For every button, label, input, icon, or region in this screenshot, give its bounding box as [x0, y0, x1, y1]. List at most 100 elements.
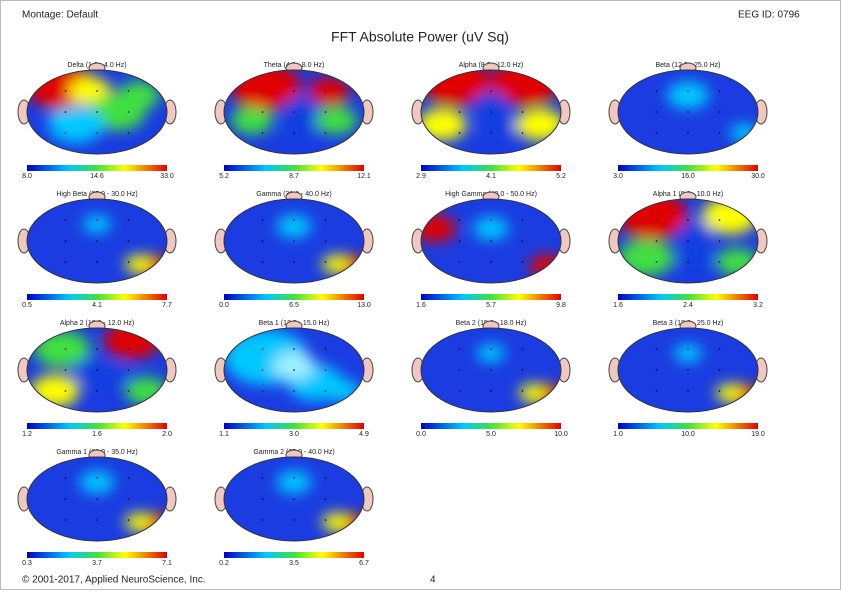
electrode — [96, 498, 98, 500]
colorbar-label: 8.7 — [289, 173, 299, 180]
colorbar — [618, 165, 758, 171]
electrode — [293, 90, 295, 92]
electrode — [96, 219, 98, 221]
electrode — [65, 132, 67, 134]
electrode — [459, 369, 461, 371]
electrode — [262, 111, 264, 113]
colorbar-label: 10.0 — [554, 431, 568, 438]
eeg-id: EEG ID: 0796 — [738, 10, 800, 21]
electrode — [459, 219, 461, 221]
electrode — [325, 519, 327, 521]
electrode — [128, 240, 130, 242]
electrode — [719, 240, 721, 242]
electrode — [459, 90, 461, 92]
electrode — [128, 348, 130, 350]
electrode — [656, 261, 658, 263]
electrode — [293, 132, 295, 134]
electrode — [687, 261, 689, 263]
electrode — [490, 348, 492, 350]
colorbar-label: 3.2 — [753, 302, 763, 309]
electrode — [262, 90, 264, 92]
electrode — [128, 369, 130, 371]
electrode — [687, 348, 689, 350]
electrode — [128, 132, 130, 134]
electrode — [522, 390, 524, 392]
electrode — [459, 111, 461, 113]
electrode — [325, 390, 327, 392]
hot-spot — [273, 352, 315, 380]
electrode — [522, 90, 524, 92]
colorbar-label: 10.0 — [681, 431, 695, 438]
electrode — [522, 369, 524, 371]
page-title: FFT Absolute Power (uV Sq) — [331, 29, 509, 45]
hot-spot — [48, 106, 104, 143]
electrode — [522, 111, 524, 113]
electrode — [262, 348, 264, 350]
electrode — [262, 498, 264, 500]
electrode — [719, 132, 721, 134]
copyright: © 2001-2017, Applied NeuroScience, Inc. — [22, 575, 206, 586]
hot-spot — [80, 471, 115, 494]
hot-spot — [277, 215, 312, 238]
colorbar-label: 0.2 — [219, 560, 229, 567]
electrode — [459, 261, 461, 263]
electrode — [325, 477, 327, 479]
electrode — [522, 132, 524, 134]
electrode — [490, 390, 492, 392]
hot-spot — [284, 117, 319, 140]
electrode — [656, 369, 658, 371]
electrode — [262, 390, 264, 392]
electrode — [656, 90, 658, 92]
colorbar-label: 1.2 — [22, 431, 32, 438]
electrode — [262, 240, 264, 242]
electrode — [65, 90, 67, 92]
electrode — [293, 519, 295, 521]
electrode — [325, 369, 327, 371]
colorbar — [224, 294, 364, 300]
electrode — [490, 369, 492, 371]
electrode — [65, 477, 67, 479]
electrode — [490, 240, 492, 242]
hot-spot — [83, 215, 111, 233]
electrode — [65, 498, 67, 500]
montage: Montage: Default — [22, 10, 98, 21]
electrode — [293, 240, 295, 242]
electrode — [459, 240, 461, 242]
hot-spot — [481, 115, 516, 138]
electrode — [262, 219, 264, 221]
electrode — [65, 261, 67, 263]
electrode — [262, 477, 264, 479]
colorbar — [27, 423, 167, 429]
colorbar-label: 0.0 — [219, 302, 229, 309]
colorbar — [224, 423, 364, 429]
colorbar-label: 1.6 — [92, 431, 102, 438]
colorbar — [421, 165, 561, 171]
colorbar-label: 33.0 — [160, 173, 174, 180]
electrode — [293, 219, 295, 221]
electrode — [522, 261, 524, 263]
colorbar-label: 2.0 — [162, 431, 172, 438]
electrode — [719, 219, 721, 221]
colorbar — [618, 294, 758, 300]
colorbar-label: 5.0 — [486, 431, 496, 438]
electrode — [687, 369, 689, 371]
electrode — [65, 240, 67, 242]
electrode — [687, 111, 689, 113]
hot-spot — [73, 358, 108, 381]
electrode — [459, 132, 461, 134]
colorbar-label: 0.0 — [416, 431, 426, 438]
colorbar-label: 4.9 — [359, 431, 369, 438]
electrode — [128, 477, 130, 479]
colorbar-label: 1.6 — [416, 302, 426, 309]
colorbar — [27, 165, 167, 171]
electrode — [293, 348, 295, 350]
hot-spot — [277, 471, 312, 494]
hot-spot — [667, 81, 709, 109]
colorbar-label: 8.0 — [22, 173, 32, 180]
hot-spot — [678, 246, 713, 269]
colorbar-label: 5.7 — [486, 302, 496, 309]
electrode — [656, 240, 658, 242]
electrode — [325, 90, 327, 92]
electrode — [293, 390, 295, 392]
electrode — [522, 219, 524, 221]
